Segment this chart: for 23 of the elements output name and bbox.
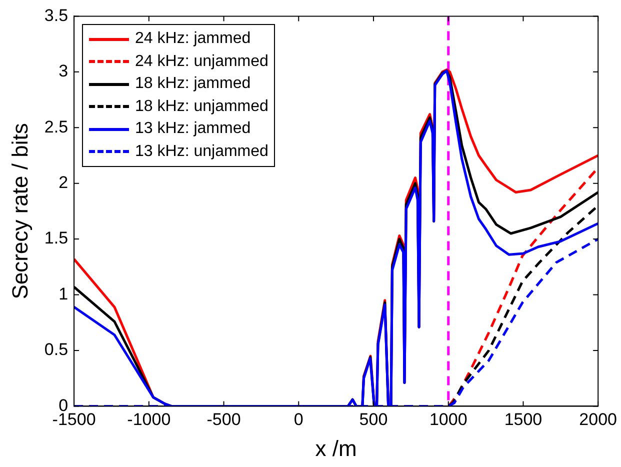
x-tick-label: -1500 <box>52 410 96 430</box>
x-axis-title: x /m <box>315 436 357 461</box>
legend-label: 24 kHz: unjammed <box>135 52 268 72</box>
x-tick-label: -1000 <box>127 410 171 430</box>
y-tick-label: 1 <box>58 284 68 304</box>
x-tick-label: 0 <box>294 410 304 430</box>
x-tick-label: 1500 <box>504 410 542 430</box>
x-tick-label: 1000 <box>429 410 468 430</box>
x-tick-label: 500 <box>359 410 388 430</box>
legend-label: 13 kHz: unjammed <box>135 142 268 162</box>
x-tick-label: 2000 <box>579 410 618 430</box>
y-tick-label: 3 <box>58 62 68 81</box>
x-tick-label: -500 <box>206 410 241 430</box>
y-tick-label: 2.5 <box>44 117 68 136</box>
y-axis-title: Secrecy rate / bits <box>7 123 32 300</box>
legend-label: 13 kHz: jammed <box>135 119 251 140</box>
y-tick-label: 3.5 <box>44 6 68 25</box>
legend-label: 24 kHz: jammed <box>135 29 251 50</box>
y-tick-label: 2 <box>58 173 68 192</box>
legend-label: 18 kHz: jammed <box>135 74 251 94</box>
y-tick-label: 1.5 <box>44 228 68 248</box>
legend-label: 18 kHz: unjammed <box>135 96 268 117</box>
y-tick-label: 0.5 <box>44 340 68 360</box>
